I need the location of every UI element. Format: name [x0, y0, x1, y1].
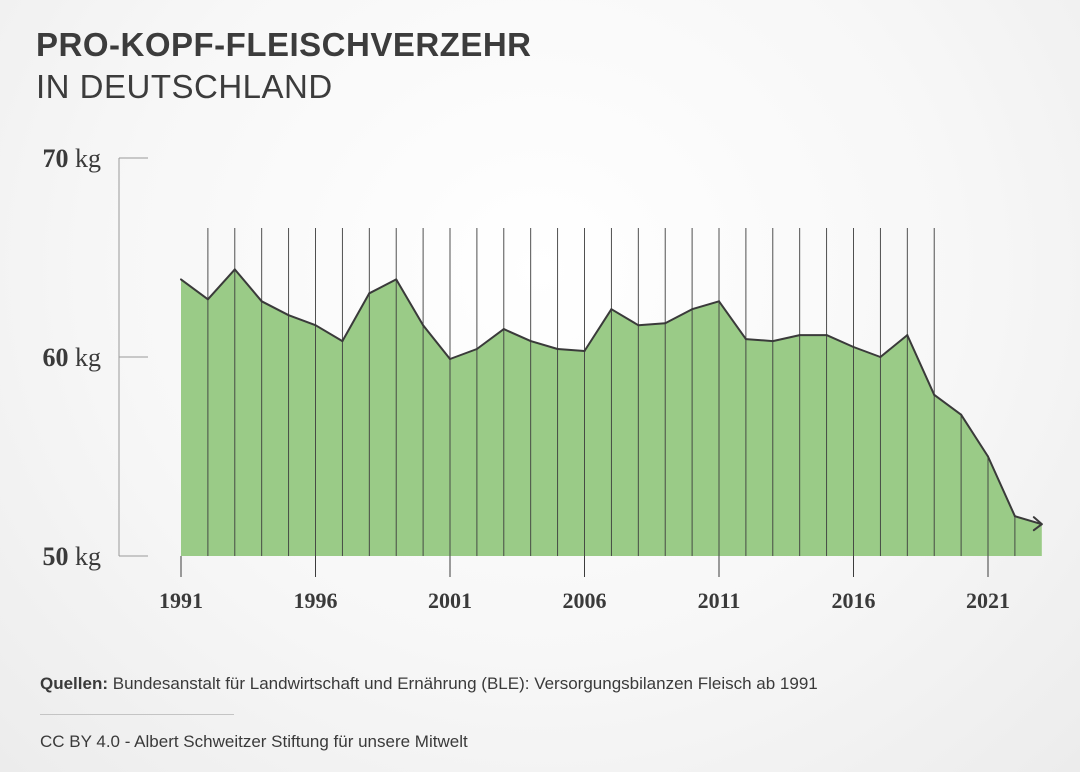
series-line-segment — [314, 324, 344, 343]
series-line-layer — [180, 268, 1043, 532]
series-line-segment — [260, 300, 290, 317]
series-line-segment — [368, 278, 398, 295]
series-line-segment — [744, 338, 774, 343]
license-note: CC BY 4.0 - Albert Schweitzer Stiftung f… — [40, 732, 468, 751]
series-line-segment — [233, 268, 263, 303]
y-tick-unit: kg — [69, 144, 102, 173]
series-line-segment — [933, 393, 963, 416]
series-line-segment — [449, 348, 478, 360]
source-text: Bundesanstalt für Landwirtschaft und Ern… — [108, 674, 818, 693]
x-tick-label-2011: 2011 — [698, 588, 741, 613]
y-tick-unit: kg — [69, 542, 102, 571]
series-line-segment — [180, 278, 209, 301]
series-line-segment — [906, 334, 936, 396]
series-line-segment — [502, 328, 532, 343]
chart-title: PRO-KOPF-FLEISCHVERZEHR — [36, 26, 532, 63]
series-line-segment — [960, 413, 989, 458]
series-arrowhead — [1032, 516, 1043, 532]
series-line-segment — [987, 455, 1016, 518]
source-note: Quellen: Bundesanstalt für Landwirtschaf… — [40, 674, 818, 694]
year-gridlines — [207, 228, 1016, 556]
x-tick-label-2006: 2006 — [563, 588, 607, 613]
footer-divider — [40, 714, 234, 715]
series-line-segment — [529, 340, 559, 350]
x-tick-label-1991: 1991 — [159, 588, 203, 613]
series-line-segment — [287, 314, 317, 327]
series-line-segment — [341, 292, 371, 343]
series-line-segment — [475, 328, 505, 350]
source-label: Quellen: — [40, 674, 109, 693]
x-tick-labels: 1991 1996 2001 2006 2011 2016 2021 — [159, 556, 1010, 613]
series-line-segment — [718, 300, 747, 341]
x-tick-label-2021: 2021 — [966, 588, 1010, 613]
y-tick-number: 50 — [43, 542, 69, 571]
chart-subtitle: IN DEUTSCHLAND — [36, 68, 333, 105]
y-tick-number: 60 — [43, 343, 69, 372]
y-tick-unit: kg — [69, 343, 102, 372]
y-axis — [118, 157, 148, 557]
series-line-segment — [852, 346, 882, 358]
series-line-segment — [637, 322, 667, 327]
y-tick-label-70: 70 kg — [43, 144, 102, 173]
series-line-segment — [771, 334, 801, 343]
y-tick-label-60: 60 kg — [43, 343, 102, 372]
series-line-segment — [395, 278, 425, 327]
y-tick-label-50: 50 kg — [43, 542, 102, 571]
x-tick-label-1996: 1996 — [294, 588, 338, 613]
series-line-segment — [556, 348, 586, 352]
series-line-segment — [583, 308, 613, 352]
x-tick-label-2001: 2001 — [428, 588, 472, 613]
series-line-segment — [825, 334, 855, 348]
series-line-segment — [879, 334, 909, 358]
series-line-segment — [664, 308, 694, 325]
series-line-segment — [422, 324, 451, 360]
series-line-segment — [691, 300, 720, 311]
series-line-segment — [206, 268, 236, 301]
y-tick-number: 70 — [43, 144, 69, 173]
series-line-segment — [1013, 515, 1043, 526]
x-tick-label-2016: 2016 — [832, 588, 876, 613]
series-line-segment — [610, 308, 640, 327]
